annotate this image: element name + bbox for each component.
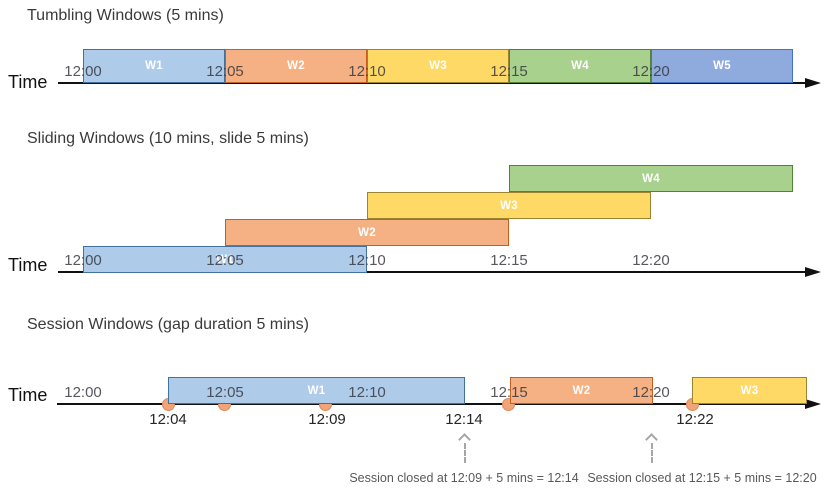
session-windows-event-time-12-22: 12:22 (676, 411, 714, 428)
session-windows-window-w3: W3 (692, 377, 807, 404)
tumbling-windows-window-w2: W2 (225, 49, 367, 83)
up-arrow-line (651, 443, 653, 463)
sliding-windows-tick-12-00: 12:00 (64, 252, 102, 269)
tumbling-windows-tick-12-20: 12:20 (632, 63, 670, 80)
session-windows-tick-12-15: 12:15 (490, 384, 528, 401)
tumbling-windows-window-w3: W3 (367, 49, 509, 83)
tumbling-windows-tick-12-00: 12:00 (64, 63, 102, 80)
sliding-windows-window-w1: W1 (83, 246, 367, 273)
session-windows-session-closed-note: Session closed at 12:09 + 5 mins = 12:14 (349, 471, 579, 485)
session-windows-time-axis-label: Time (8, 385, 48, 405)
session-windows-window-w1: W1 (168, 377, 465, 404)
tumbling-windows-tick-12-15: 12:15 (490, 63, 528, 80)
session-windows-window-w2: W2 (510, 377, 653, 404)
sliding-windows-axis-arrowhead-icon (805, 266, 821, 277)
session-windows-event-time-12-09: 12:09 (308, 411, 346, 428)
window-label: W1 (307, 384, 326, 397)
session-windows-time-axis (57, 402, 806, 406)
session-windows-tick-12-10: 12:10 (348, 384, 386, 401)
tumbling-windows-time-axis-label: Time (8, 72, 48, 92)
sliding-windows-tick-12-15: 12:15 (490, 252, 528, 269)
sliding-windows-title: Sliding Windows (10 mins, slide 5 mins) (27, 130, 309, 147)
window-label: W2 (287, 60, 305, 72)
window-label: W2 (358, 226, 376, 239)
window-label: W1 (145, 60, 163, 72)
session-windows-title: Session Windows (gap duration 5 mins) (27, 316, 309, 333)
sliding-windows-tick-12-20: 12:20 (632, 252, 670, 269)
tumbling-windows-window-w1: W1 (83, 49, 225, 83)
tumbling-windows-tick-12-10: 12:10 (348, 63, 386, 80)
sliding-windows-tick-12-10: 12:10 (348, 252, 386, 269)
session-windows-session-closed-note: Session closed at 12:15 + 5 mins = 12:20 (587, 471, 817, 485)
sliding-windows-window-w2: W2 (225, 219, 509, 246)
up-arrow-line (464, 443, 466, 463)
tumbling-windows-time-axis (58, 81, 806, 85)
tumbling-windows-title: Tumbling Windows (5 mins) (27, 7, 224, 24)
session-windows-tick-12-05: 12:05 (206, 384, 244, 401)
session-windows-tick-12-20: 12:20 (632, 384, 670, 401)
window-label: W4 (642, 172, 660, 185)
tumbling-windows-window-w4: W4 (509, 49, 651, 83)
window-label: W3 (429, 60, 447, 72)
session-windows-event-time-12-14: 12:14 (445, 411, 483, 428)
sliding-windows-window-w4: W4 (509, 165, 793, 192)
sliding-windows-time-axis-label: Time (8, 255, 48, 275)
tumbling-windows-tick-12-05: 12:05 (206, 63, 244, 80)
session-windows-tick-12-00: 12:00 (64, 384, 102, 401)
session-windows-axis-arrowhead-icon (805, 398, 821, 409)
sliding-windows-window-w3: W3 (367, 192, 651, 219)
window-label: W2 (572, 384, 591, 397)
window-label: W1 (216, 253, 234, 266)
window-label: W4 (571, 60, 589, 72)
window-label: W5 (713, 60, 731, 72)
window-label: W3 (740, 384, 759, 397)
sliding-windows-time-axis (58, 270, 806, 274)
window-label: W3 (500, 199, 518, 212)
sliding-windows-tick-12-05: 12:05 (206, 252, 244, 269)
tumbling-windows-window-w5: W5 (651, 49, 793, 83)
tumbling-windows-axis-arrowhead-icon (805, 77, 821, 88)
session-windows-event-time-12-04: 12:04 (149, 411, 187, 428)
